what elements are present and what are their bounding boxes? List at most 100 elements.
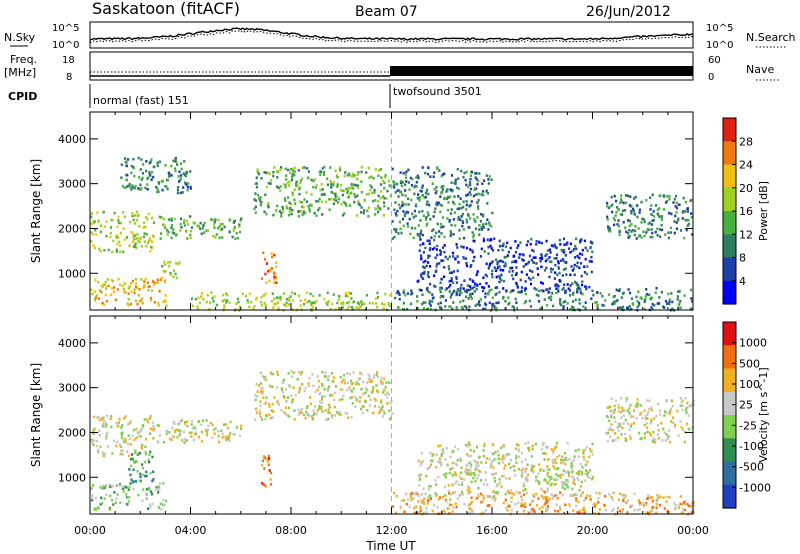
echo-cell [102,422,105,425]
echo-cell [513,469,516,472]
echo-cell [435,483,438,486]
echo-cell [573,280,577,284]
echo-cell [468,288,471,292]
echo-cell [132,460,135,463]
echo-cell [561,455,564,458]
echo-cell [507,296,510,299]
echo-cell [388,417,392,420]
echo-cell [131,186,134,189]
echo-cell [488,289,491,292]
echo-cell [444,299,447,302]
echo-cell [405,170,408,174]
echo-cell [465,194,468,197]
echo-cell [620,416,623,419]
echo-cell [655,204,658,207]
echo-cell [295,182,298,185]
echo-cell [158,215,161,219]
echo-cell [627,219,630,222]
echo-cell [370,380,374,383]
echo-cell [636,300,639,303]
echo-cell [650,418,653,421]
echo-cell [166,233,169,237]
echo-cell [519,241,522,244]
echo-cell [443,172,446,176]
echo-cell [93,439,96,442]
echo-cell [347,195,351,199]
echo-cell [266,460,269,463]
echo-cell [448,285,451,289]
echo-cell [389,194,392,198]
echo-cell [564,300,567,303]
echo-cell [126,173,129,177]
echo-cell [588,259,591,263]
echo-cell [558,238,561,242]
echo-cell [643,436,646,439]
echo-cell [463,503,466,506]
echo-cell [395,228,398,231]
echo-cell [293,173,296,177]
echo-cell [610,204,613,208]
echo-cell [409,495,413,499]
echo-cell [580,470,584,474]
echo-cell [568,247,571,250]
echo-cell [196,305,199,308]
echo-cell [167,171,170,175]
echo-cell [280,215,283,218]
echo-cell [145,160,148,163]
echo-cell [147,458,150,462]
echo-cell [320,193,323,196]
echo-cell [632,415,635,419]
echo-cell [504,464,507,467]
echo-cell [357,302,360,305]
echo-cell [439,222,443,226]
echo-cell [391,505,395,508]
echo-cell [672,421,675,424]
echo-cell [163,260,166,264]
echo-cell [426,222,429,226]
echo-cell [283,303,286,307]
echo-cell [199,227,202,230]
echo-cell [514,260,517,264]
echo-cell [97,415,100,419]
echo-cell [651,235,654,239]
echo-cell [548,478,552,482]
echo-cell [297,210,300,213]
echo-cell [571,293,574,296]
echo-cell [682,500,685,504]
echo-cell [417,500,420,503]
echo-cell [456,463,459,467]
echo-cell [129,420,132,423]
echo-cell [581,472,584,476]
echo-cell [582,455,585,459]
echo-cell [105,493,108,496]
echo-cell [542,289,545,293]
echo-cell [299,299,302,302]
echo-cell [128,285,131,288]
echo-cell [555,441,559,445]
echo-cell [456,167,459,171]
echo-cell [577,284,580,288]
echo-cell [291,172,294,176]
echo-cell [172,275,175,279]
echo-cell [560,461,563,465]
echo-cell [119,501,122,504]
echo-cell [343,381,346,385]
echo-cell [179,430,182,434]
echo-cell [131,184,134,187]
echo-cell [584,306,587,310]
echo-cell [476,270,479,273]
echo-cell [538,480,541,484]
echo-cell [432,228,435,231]
echo-cell [559,298,562,301]
echo-cell [141,301,144,305]
echo-cell [100,417,103,421]
echo-cell [670,399,674,403]
echo-cell [605,432,608,435]
echo-cell [283,197,286,200]
echo-cell [534,256,537,259]
echo-cell [194,297,197,301]
echo-cell [91,292,94,296]
echo-cell [571,487,574,491]
echo-cell [497,275,500,278]
echo-cell [396,189,399,192]
